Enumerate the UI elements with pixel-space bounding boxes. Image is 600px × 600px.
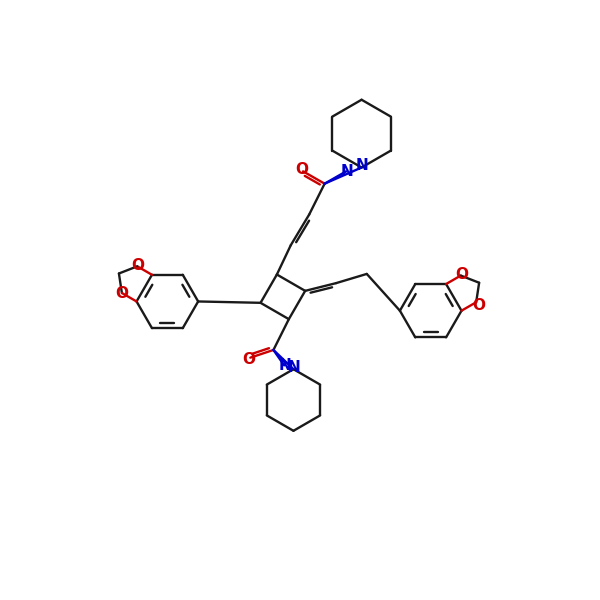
Text: O: O	[295, 163, 308, 178]
Text: O: O	[455, 266, 468, 281]
Text: O: O	[242, 352, 255, 367]
Text: N: N	[341, 164, 353, 179]
Text: O: O	[131, 258, 144, 273]
Text: O: O	[472, 298, 485, 313]
Text: N: N	[278, 358, 292, 373]
Text: N: N	[288, 360, 301, 375]
Text: O: O	[115, 286, 128, 301]
Text: N: N	[356, 158, 369, 173]
